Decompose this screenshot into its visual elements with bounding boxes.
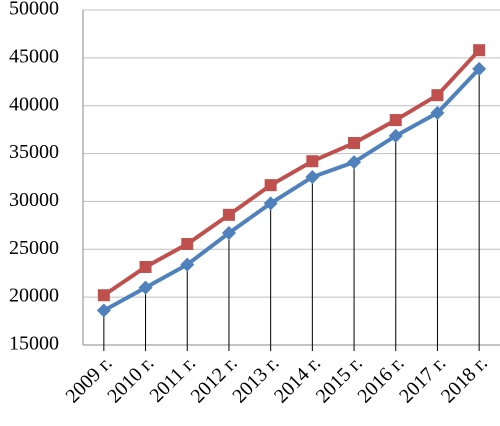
y-tick-label: 50000 bbox=[9, 0, 59, 20]
marker bbox=[388, 128, 403, 143]
marker bbox=[97, 289, 110, 302]
x-tick-label: 2015 г. bbox=[312, 352, 367, 407]
marker bbox=[347, 155, 362, 170]
marker bbox=[430, 105, 445, 120]
marker bbox=[472, 61, 487, 76]
x-tick-label: 2010 г. bbox=[103, 352, 158, 407]
y-tick-label: 20000 bbox=[9, 285, 59, 307]
marker bbox=[348, 137, 361, 150]
marker bbox=[181, 238, 194, 251]
marker bbox=[473, 44, 486, 57]
x-tick-label: 2014 г. bbox=[270, 352, 325, 407]
marker bbox=[180, 257, 195, 272]
x-tick-label: 2013 г. bbox=[228, 352, 283, 407]
marker bbox=[389, 114, 402, 127]
y-tick-label: 45000 bbox=[9, 45, 59, 67]
marker bbox=[263, 196, 278, 211]
marker bbox=[221, 226, 236, 241]
x-tick-label: 2018 г. bbox=[437, 352, 492, 407]
y-tick-label: 40000 bbox=[9, 93, 59, 115]
marker bbox=[139, 260, 152, 273]
x-tick-label: 2017 г. bbox=[395, 352, 450, 407]
marker bbox=[222, 208, 235, 221]
y-tick-label: 30000 bbox=[9, 189, 59, 211]
marker bbox=[96, 303, 111, 318]
marker bbox=[431, 89, 444, 102]
marker bbox=[306, 155, 319, 168]
marker bbox=[305, 170, 320, 185]
series-line bbox=[102, 67, 481, 313]
x-tick-label: 2012 г. bbox=[187, 352, 242, 407]
y-tick-label: 25000 bbox=[9, 237, 59, 259]
x-tick-label: 2011 г. bbox=[145, 352, 200, 407]
x-tick-label: 2009 г. bbox=[62, 352, 117, 407]
marker bbox=[138, 280, 153, 295]
y-tick-label: 15000 bbox=[9, 333, 59, 355]
y-tick-label: 35000 bbox=[9, 141, 59, 163]
x-tick-label: 2016 г. bbox=[353, 352, 408, 407]
marker bbox=[264, 179, 277, 192]
series-line bbox=[102, 48, 481, 297]
